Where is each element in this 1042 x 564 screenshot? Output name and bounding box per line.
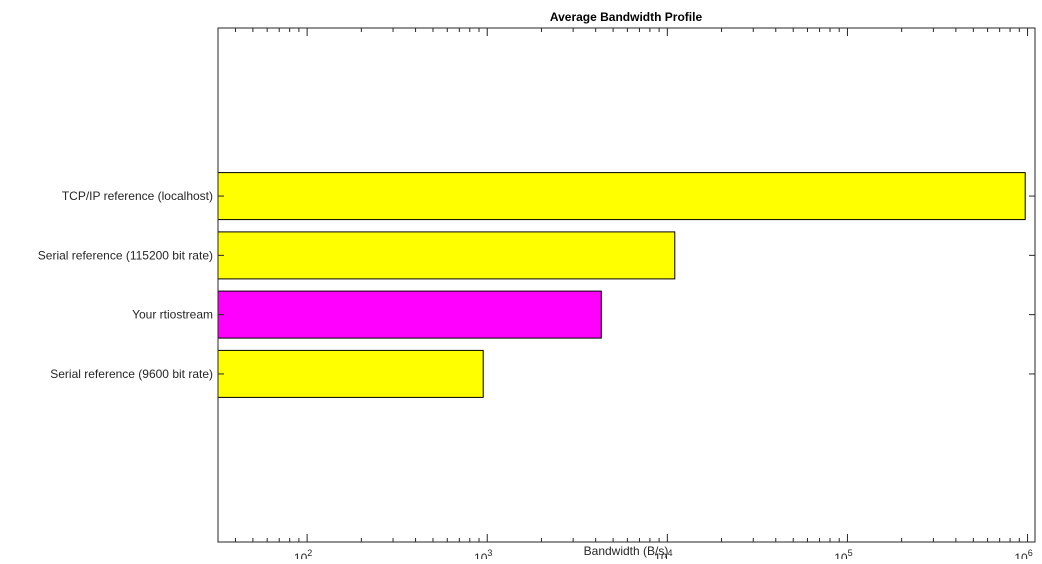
- y-tick-label-1: Serial reference (115200 bit rate): [38, 248, 213, 262]
- plot-area: [218, 28, 1035, 542]
- x-tick-label-0: 102: [294, 548, 312, 559]
- y-tick-label-3: Serial reference (9600 bit rate): [50, 367, 213, 381]
- chart-title: Average Bandwidth Profile: [550, 10, 703, 24]
- plot-frame: [217, 27, 1036, 543]
- y-axis-labels: TCP/IP reference (localhost) Serial refer…: [38, 189, 1035, 381]
- bar-1: [217, 231, 676, 280]
- bar-0: [217, 172, 1026, 221]
- x-tick-label-3: 105: [834, 548, 852, 559]
- x-tick-label-1: 103: [474, 548, 492, 559]
- x-tick-label-4: 106: [1014, 548, 1032, 559]
- y-tick-label-2: Your rtiostream: [132, 308, 213, 322]
- y-tick-label-0: TCP/IP reference (localhost): [62, 189, 213, 203]
- x-axis-title: Bandwidth (B/s): [584, 544, 669, 558]
- bar-2: [217, 290, 602, 339]
- bars: [217, 172, 1026, 398]
- bar-3: [217, 349, 484, 398]
